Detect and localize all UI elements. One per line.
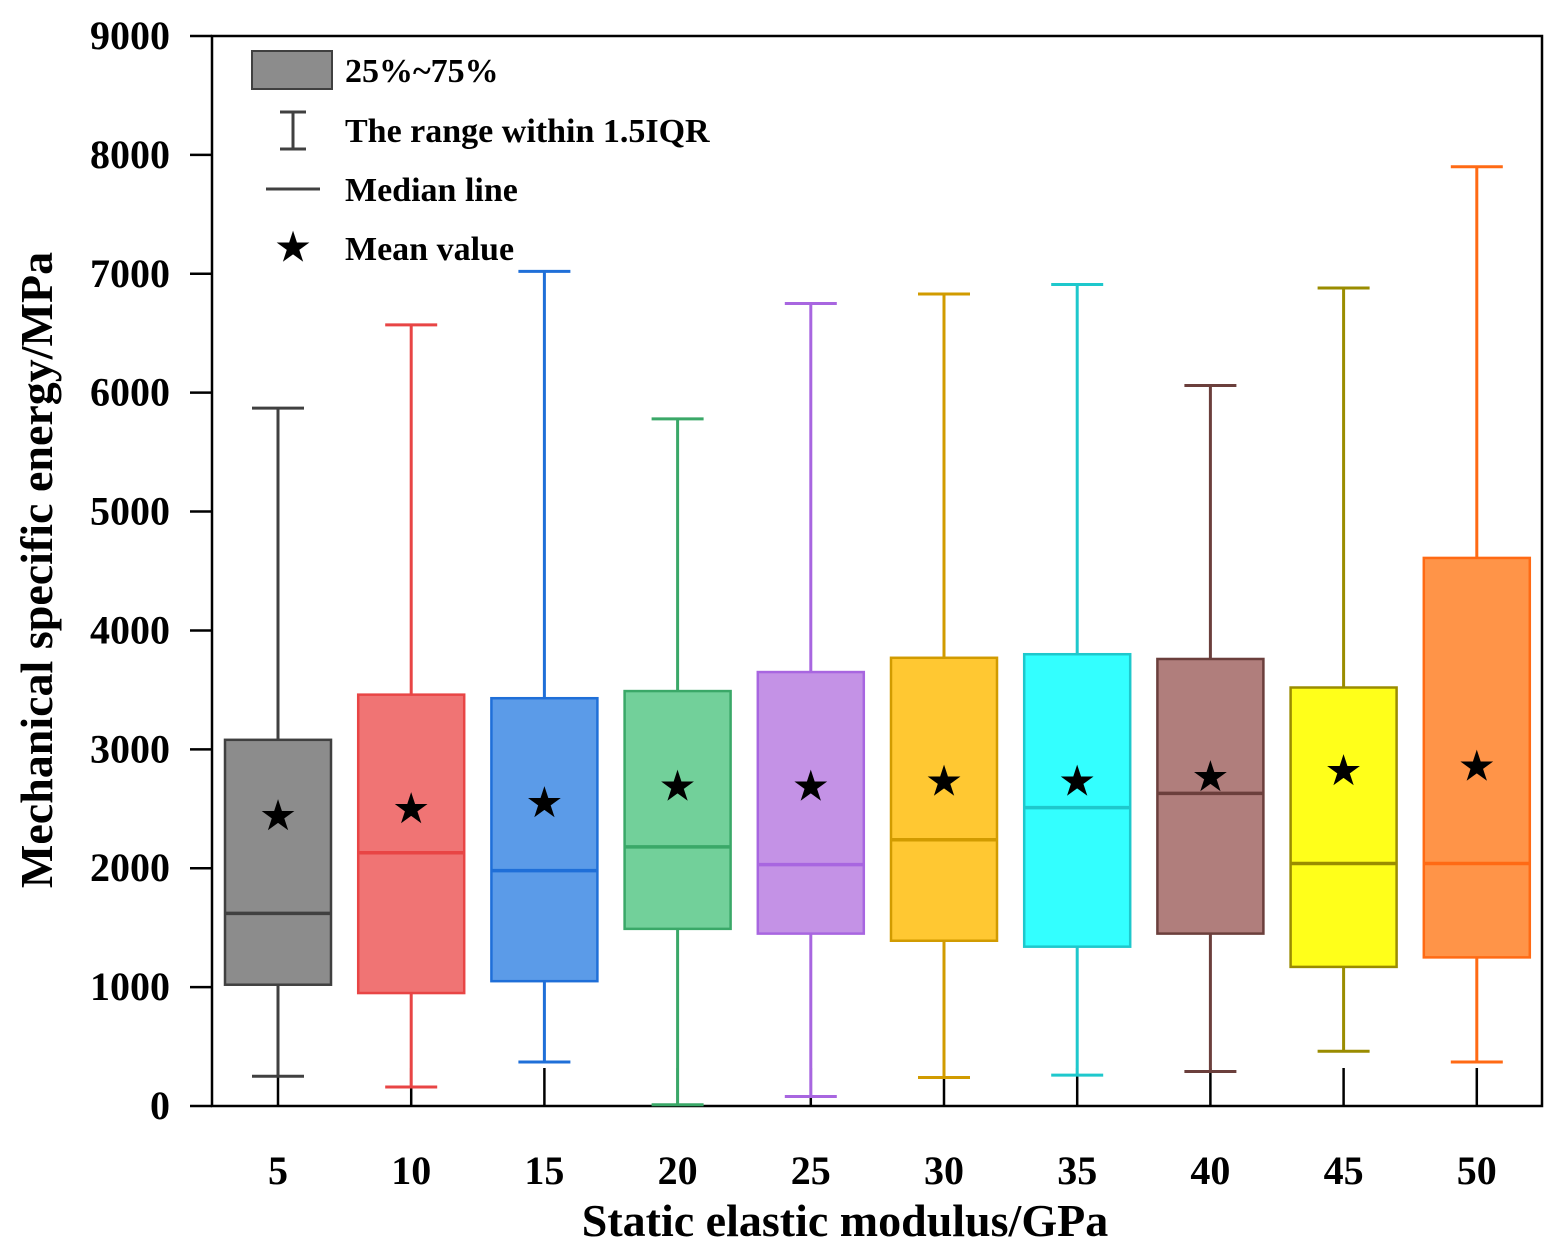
iqr-box bbox=[1022, 652, 1132, 948]
mean-marker: ★ bbox=[261, 796, 295, 838]
x-axis-label: Static elastic modulus/GPa bbox=[582, 1195, 1108, 1246]
box-50: ★ bbox=[1422, 165, 1532, 1064]
box-35: ★ bbox=[1022, 282, 1132, 1077]
x-tick-label: 35 bbox=[1057, 1148, 1097, 1193]
x-tick-label: 40 bbox=[1190, 1148, 1230, 1193]
iqr-box bbox=[356, 693, 466, 995]
x-tick-label: 50 bbox=[1457, 1148, 1497, 1193]
y-axis-label: Mechanical specific energy/MPa bbox=[11, 252, 62, 888]
mean-marker: ★ bbox=[527, 783, 561, 825]
y-tick-label: 8000 bbox=[90, 132, 170, 177]
legend-whisker-label: The range within 1.5IQR bbox=[345, 113, 710, 150]
mean-marker: ★ bbox=[1060, 761, 1094, 803]
iqr-box bbox=[1422, 556, 1532, 959]
legend-mean-label: Mean value bbox=[345, 231, 514, 268]
y-tick-label: 1000 bbox=[90, 964, 170, 1009]
legend-whisker-symbol bbox=[280, 110, 306, 151]
iqr-box bbox=[623, 689, 732, 931]
iqr-box bbox=[223, 738, 333, 986]
x-tick-label: 15 bbox=[524, 1148, 564, 1193]
box-15: ★ bbox=[490, 269, 599, 1064]
iqr-box bbox=[1289, 686, 1398, 969]
y-tick-label: 4000 bbox=[90, 607, 170, 652]
legend: 25%~75% The range within 1.5IQR Median l… bbox=[251, 50, 710, 269]
box-20: ★ bbox=[623, 417, 732, 1107]
x-tick-label: 45 bbox=[1324, 1148, 1364, 1193]
legend-mean-symbol: ★ bbox=[276, 227, 310, 269]
mean-marker: ★ bbox=[927, 761, 961, 803]
iqr-box bbox=[889, 656, 999, 942]
mean-marker: ★ bbox=[661, 766, 695, 808]
y-tick-label: 2000 bbox=[90, 845, 170, 890]
iqr-box bbox=[490, 696, 599, 983]
x-tick-label: 10 bbox=[391, 1148, 431, 1193]
mean-marker: ★ bbox=[1193, 756, 1227, 798]
y-tick-label: 3000 bbox=[90, 726, 170, 771]
box-10: ★ bbox=[356, 323, 466, 1089]
box-series-group: ★ ★ ★ ★ ★ ★ ★ ★ ★ ★ bbox=[223, 165, 1532, 1107]
legend-box-label: 25%~75% bbox=[345, 53, 499, 90]
y-tick-label: 0 bbox=[150, 1083, 170, 1128]
mean-marker: ★ bbox=[794, 766, 828, 808]
y-tick-label: 9000 bbox=[90, 13, 170, 58]
x-tick-label: 25 bbox=[791, 1148, 831, 1193]
x-tick-label: 5 bbox=[268, 1148, 288, 1193]
iqr-box bbox=[756, 670, 866, 935]
x-tick-label: 20 bbox=[658, 1148, 698, 1193]
legend-median-label: Median line bbox=[345, 172, 518, 209]
y-axis-ticks: 0 1000 2000 3000 4000 5000 6000 7000 8000 9000 bbox=[90, 13, 212, 1128]
box-5: ★ bbox=[223, 406, 333, 1078]
plot-frame bbox=[210, 34, 1544, 1108]
y-tick-label: 7000 bbox=[90, 251, 170, 296]
mean-marker: ★ bbox=[394, 789, 428, 831]
box-45: ★ bbox=[1289, 286, 1398, 1053]
box-40: ★ bbox=[1156, 384, 1265, 1074]
legend-box-swatch bbox=[251, 50, 333, 90]
mean-marker: ★ bbox=[1327, 751, 1361, 793]
iqr-box bbox=[1156, 657, 1265, 935]
y-tick-label: 5000 bbox=[90, 489, 170, 534]
box-25: ★ bbox=[756, 302, 866, 1098]
box-30: ★ bbox=[889, 292, 999, 1079]
y-tick-label: 6000 bbox=[90, 370, 170, 415]
x-tick-label: 30 bbox=[924, 1148, 964, 1193]
x-axis-ticks: 5 10 15 20 25 30 35 40 45 50 bbox=[268, 1068, 1497, 1193]
mean-marker: ★ bbox=[1460, 746, 1494, 788]
